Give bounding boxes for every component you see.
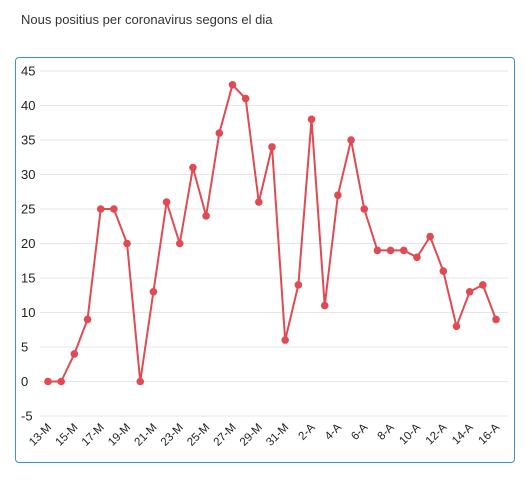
x-tick-label: 29-M <box>238 422 265 449</box>
data-point <box>465 288 474 296</box>
data-point <box>373 246 382 255</box>
y-tick-label: 40 <box>21 98 35 113</box>
x-tick-label: 14-A <box>450 421 476 447</box>
data-point <box>492 315 500 324</box>
x-tick-label: 4-A <box>323 421 344 442</box>
data-point <box>334 191 342 199</box>
y-tick-label: 45 <box>21 64 35 79</box>
data-point <box>189 163 197 172</box>
data-point <box>307 115 316 124</box>
x-tick-label: 16-A <box>476 421 502 447</box>
x-tick-label: 13-M <box>27 422 54 449</box>
data-point <box>255 198 263 206</box>
x-tick-label: 2-A <box>297 421 318 442</box>
data-point <box>426 232 434 241</box>
x-tick-label: 6-A <box>349 421 370 442</box>
data-point <box>215 129 224 137</box>
data-point <box>386 246 395 255</box>
y-tick-label: 25 <box>21 202 35 217</box>
data-point <box>110 205 118 213</box>
data-point <box>175 239 184 248</box>
x-tick-label: 15-M <box>53 422 80 449</box>
x-tick-label: 31-M <box>264 422 291 449</box>
data-point <box>452 322 461 331</box>
x-tick-label: 21-M <box>133 422 160 449</box>
data-point <box>96 205 105 213</box>
data-point <box>347 136 355 144</box>
y-tick-label: 15 <box>21 271 35 286</box>
data-point <box>228 81 237 89</box>
data-point <box>202 212 210 220</box>
x-tick-label: 23-M <box>159 422 186 449</box>
data-point <box>281 336 289 344</box>
y-tick-label: 0 <box>21 374 28 389</box>
y-tick-label: -5 <box>21 409 33 424</box>
y-axis-ticks: -5 0 5 10 15 20 25 30 35 40 45 <box>21 64 35 424</box>
x-tick-label: 8-A <box>376 421 397 442</box>
data-point <box>479 281 487 289</box>
chart-frame <box>15 57 515 463</box>
gridlines <box>40 70 508 417</box>
x-tick-label: 25-M <box>185 422 212 449</box>
x-tick-label: 17-M <box>80 422 107 449</box>
data-point <box>268 143 276 151</box>
y-tick-label: 10 <box>21 305 35 320</box>
y-tick-label: 20 <box>21 236 35 251</box>
y-tick-label: 30 <box>21 167 35 182</box>
data-point <box>399 246 408 255</box>
data-point <box>123 239 131 248</box>
chart-title: Nous positius per coronavirus segons el … <box>21 12 273 27</box>
data-point <box>413 253 421 262</box>
x-tick-label: 27-M <box>212 422 239 449</box>
data-point <box>149 288 158 296</box>
x-axis-ticks: 13-M 15-M 17-M 19-M 21-M 23-M 25-M 27-M 29-M 31-M… <box>27 421 502 448</box>
data-point <box>360 205 369 213</box>
x-tick-label: 12-A <box>424 421 450 447</box>
x-tick-label: 10-A <box>397 421 423 447</box>
data-point <box>439 267 448 275</box>
data-point <box>44 377 52 386</box>
series-positius <box>44 81 500 386</box>
y-tick-label: 35 <box>21 133 35 148</box>
y-tick-label: 5 <box>21 340 28 355</box>
data-point <box>57 377 65 386</box>
data-point <box>70 350 79 358</box>
data-point <box>320 301 329 310</box>
data-point <box>136 377 145 386</box>
data-point <box>294 281 303 289</box>
data-point <box>83 315 92 324</box>
data-point <box>241 94 250 103</box>
data-point <box>162 198 171 206</box>
x-tick-label: 19-M <box>106 422 133 449</box>
